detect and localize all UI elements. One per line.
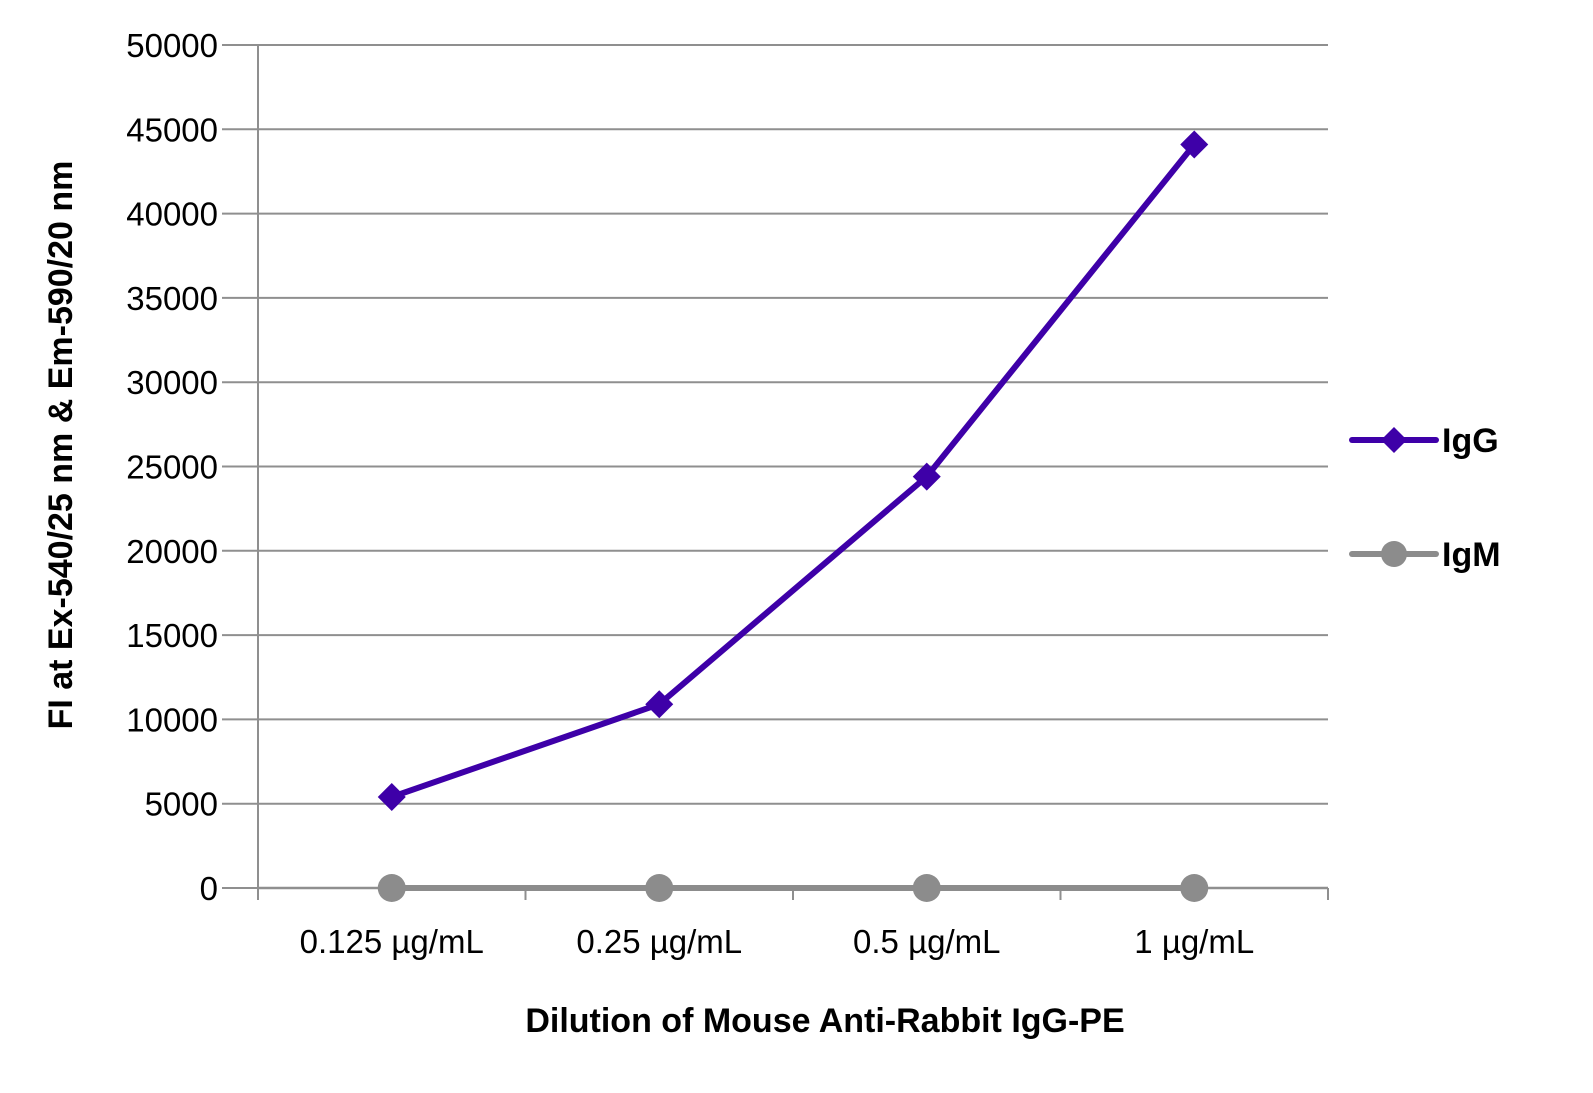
data-point-igm [377, 874, 406, 902]
data-point-igm [912, 874, 941, 902]
y-tick-label: 45000 [126, 111, 218, 148]
x-tick-label: 0.25 µg/mL [576, 923, 742, 960]
gridlines [222, 44, 1328, 890]
x-axis-title: Dilution of Mouse Anti-Rabbit IgG-PE [525, 1002, 1124, 1040]
series [377, 130, 1209, 902]
data-point-igm [1180, 874, 1209, 902]
legend-marker-diamond [1381, 427, 1407, 453]
y-tick-label: 35000 [126, 280, 218, 317]
y-tick-label: 50000 [126, 27, 218, 64]
y-tick-labels: 0 5000 10000 15000 20000 25000 30000 35000 40000… [126, 27, 218, 907]
y-tick-label: 25000 [126, 449, 218, 486]
series-igg [377, 130, 1209, 811]
y-axis-title: FI at Ex-540/25 nm & Em-590/20 nm [42, 161, 80, 730]
data-point-igg [912, 462, 941, 491]
legend-label: IgM [1442, 536, 1501, 574]
x-tick-labels: 0.125 µg/mL 0.25 µg/mL 0.5 µg/mL 1 µg/mL [300, 923, 1255, 960]
y-tick-label: 40000 [126, 196, 218, 233]
legend-item-igg: IgG [1349, 422, 1499, 460]
axes [257, 45, 1329, 900]
y-tick-label: 10000 [126, 701, 218, 738]
x-tick-label: 1 µg/mL [1134, 923, 1254, 960]
legend-item-igm: IgM [1349, 536, 1501, 574]
y-tick-label: 5000 [145, 786, 218, 823]
series-line-igg [388, 141, 1198, 800]
y-tick-label: 20000 [126, 533, 218, 570]
series-igm [377, 874, 1209, 902]
data-point-igm [645, 874, 674, 902]
y-tick-label: 30000 [126, 364, 218, 401]
data-point-igg [645, 690, 674, 719]
y-tick-label: 0 [200, 870, 218, 907]
x-tick-label: 0.5 µg/mL [853, 923, 1000, 960]
legend-marker-circle [1381, 541, 1407, 567]
data-point-igg [377, 782, 406, 811]
legend-label: IgG [1442, 422, 1499, 460]
data-point-igg [1180, 130, 1209, 159]
y-tick-label: 15000 [126, 617, 218, 654]
x-tick-label: 0.125 µg/mL [300, 923, 484, 960]
legend: IgG IgM [1349, 422, 1501, 574]
